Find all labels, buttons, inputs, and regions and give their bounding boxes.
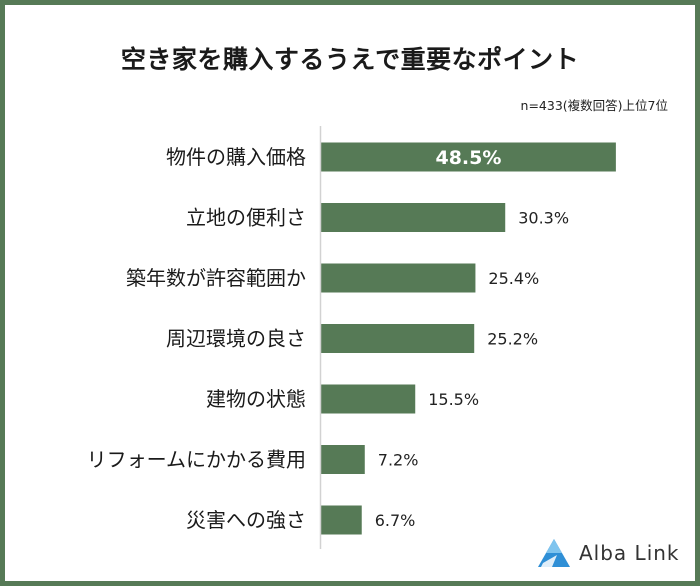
category-label: リフォームにかかる費用 [87, 448, 306, 472]
bar [321, 384, 416, 414]
bar [321, 505, 362, 535]
value-label: 7.2% [378, 451, 419, 470]
sample-note: n=433(複数回答)上位7位 [520, 98, 668, 113]
bar [321, 203, 506, 232]
bar [321, 142, 616, 172]
value-label: 48.5% [435, 147, 501, 169]
category-label: 建物の状態 [206, 387, 306, 411]
bar [321, 445, 365, 474]
category-label: 立地の便利さ [186, 206, 306, 230]
value-label: 15.5% [428, 390, 479, 409]
chart-title: 空き家を購入するうえで重要なポイント [120, 45, 580, 74]
brand-logo: Alba Link [537, 537, 680, 569]
bar [321, 263, 476, 293]
brand-name: Alba Link [579, 541, 680, 565]
value-label: 25.2% [487, 330, 538, 349]
value-label: 30.3% [518, 209, 569, 228]
bar [321, 324, 475, 353]
value-label: 6.7% [375, 511, 416, 530]
category-label: 築年数が許容範囲か [126, 266, 306, 290]
value-label: 25.4% [488, 269, 539, 288]
category-label: 周辺環境の良さ [166, 327, 306, 351]
category-label: 物件の購入価格 [166, 145, 306, 169]
category-label: 災害への強さ [186, 508, 306, 532]
mountain-logo-icon [538, 539, 570, 567]
